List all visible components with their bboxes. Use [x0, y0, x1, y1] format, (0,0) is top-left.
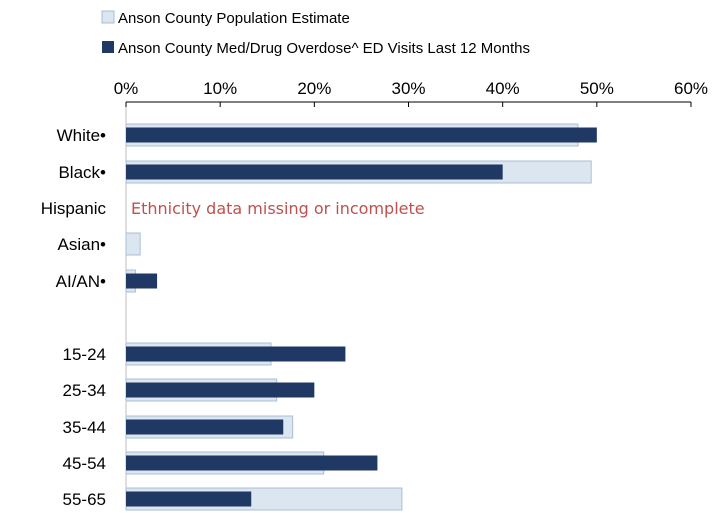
category-labels: White• Black• Hispanic Asian• AI/AN• 15-24 25-… — [41, 126, 107, 509]
category-label: AI/AN• — [56, 272, 106, 291]
bar-overdose-visits — [126, 455, 378, 471]
annotation-text: Ethnicity data missing or incomplete — [131, 199, 425, 218]
annotations: Ethnicity data missing or incomplete — [131, 199, 425, 218]
bars — [125, 123, 597, 511]
legend-swatch-1 — [102, 41, 114, 53]
x-tick-label: 50% — [580, 79, 614, 98]
bar-overdose-visits — [126, 491, 252, 507]
bar-overdose-visits — [126, 164, 503, 180]
x-tick-label: 0% — [114, 79, 139, 98]
category-label: Asian• — [58, 235, 107, 254]
x-tick-label: 60% — [674, 79, 708, 98]
x-tick-label: 40% — [486, 79, 520, 98]
category-label: 25-34 — [63, 381, 106, 400]
bar-overdose-visits — [126, 273, 158, 289]
category-label: 45-54 — [63, 454, 106, 473]
category-label: 35-44 — [63, 418, 106, 437]
bar-overdose-visits — [126, 127, 597, 143]
x-tick-label: 30% — [391, 79, 425, 98]
bar-overdose-visits — [126, 419, 284, 435]
category-label: White• — [57, 126, 106, 145]
x-tick-label: 10% — [203, 79, 237, 98]
category-label: Black• — [58, 163, 106, 182]
x-tick-label: 20% — [297, 79, 331, 98]
category-label: 55-65 — [63, 490, 106, 509]
category-label: 15-24 — [63, 345, 106, 364]
legend: Anson County Population Estimate Anson Co… — [101, 10, 530, 57]
legend-label-0: Anson County Population Estimate — [118, 10, 350, 27]
bar-overdose-visits — [126, 346, 346, 362]
legend-swatch-0 — [101, 10, 115, 24]
bar-population — [125, 232, 141, 256]
category-label: Hispanic — [41, 199, 107, 218]
legend-label-1: Anson County Med/Drug Overdose^ ED Visit… — [118, 40, 530, 57]
bar-overdose-visits — [126, 382, 315, 398]
